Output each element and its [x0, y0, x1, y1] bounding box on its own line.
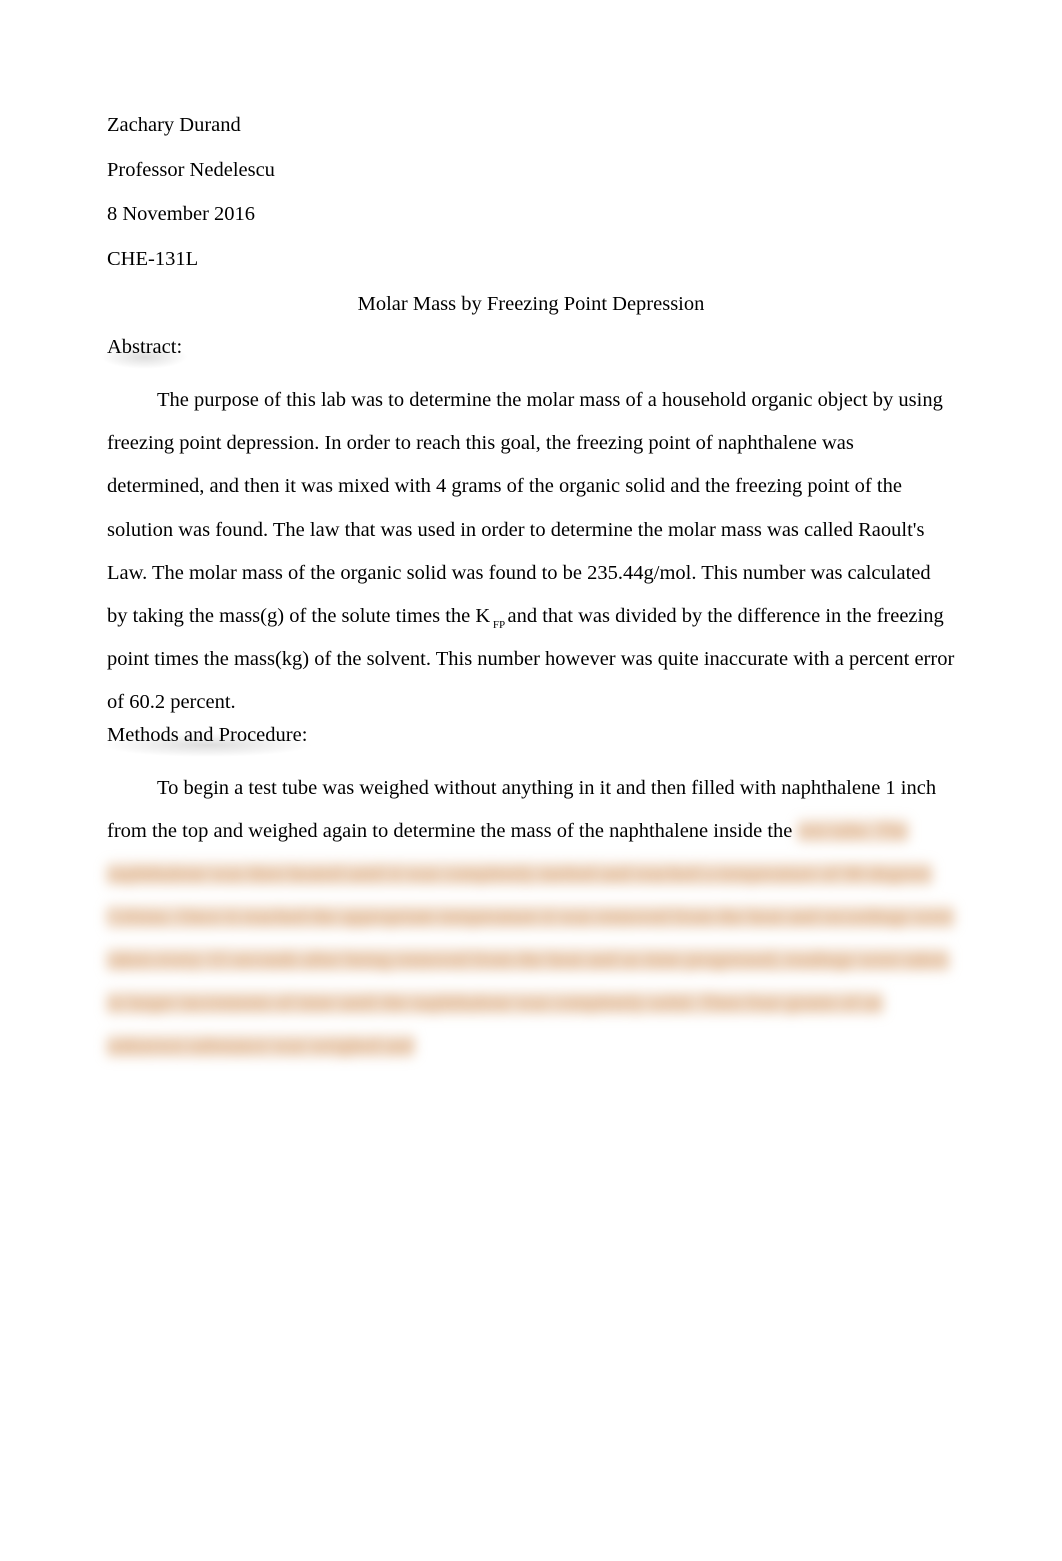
document-page: Zachary Durand Professor Nedelescu 8 Nov…: [0, 0, 1062, 1068]
kfp-subscript: FP: [490, 619, 507, 631]
abstract-text-pre: The purpose of this lab was to determine…: [107, 389, 943, 626]
date-line: 8 November 2016: [107, 202, 955, 227]
abstract-label: Abstract:: [107, 336, 182, 359]
methods-blurred-text: test tube. The naphthalene was then heat…: [107, 820, 954, 1057]
methods-paragraph: To begin a test tube was weighed without…: [107, 767, 955, 1068]
abstract-paragraph: The purpose of this lab was to determine…: [107, 379, 955, 723]
methods-label: Methods and Procedure:: [107, 724, 307, 747]
author-line: Zachary Durand: [107, 113, 955, 138]
course-line: CHE-131L: [107, 247, 955, 272]
professor-line: Professor Nedelescu: [107, 158, 955, 183]
document-title: Molar Mass by Freezing Point Depression: [107, 293, 955, 316]
